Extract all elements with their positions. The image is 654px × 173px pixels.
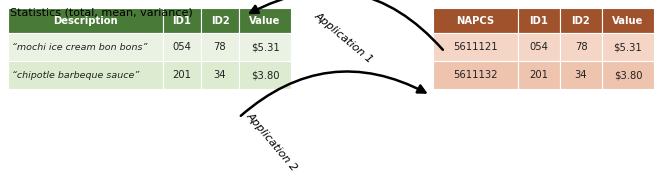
Text: Application 2: Application 2 <box>244 111 299 173</box>
Text: 78: 78 <box>575 42 587 52</box>
Text: ID2: ID2 <box>211 16 230 25</box>
Bar <box>201 8 239 33</box>
Text: 78: 78 <box>214 42 226 52</box>
Bar <box>201 33 239 61</box>
Bar <box>239 61 291 89</box>
Text: NAPCS: NAPCS <box>456 16 494 25</box>
Text: $3.80: $3.80 <box>250 70 279 80</box>
Bar <box>560 8 602 33</box>
Bar <box>433 61 518 89</box>
Text: Application 1: Application 1 <box>312 11 375 65</box>
Text: 054: 054 <box>530 42 549 52</box>
Bar <box>8 33 163 61</box>
Text: 34: 34 <box>575 70 587 80</box>
Text: 34: 34 <box>214 70 226 80</box>
Bar <box>433 33 518 61</box>
Bar <box>163 8 201 33</box>
Bar <box>518 8 560 33</box>
Text: $3.80: $3.80 <box>613 70 642 80</box>
Text: $5.31: $5.31 <box>613 42 642 52</box>
Bar <box>163 33 201 61</box>
Text: ID1: ID1 <box>173 16 192 25</box>
Bar <box>201 61 239 89</box>
Text: Statistics (total, mean, variance): Statistics (total, mean, variance) <box>10 7 193 17</box>
Text: 054: 054 <box>173 42 192 52</box>
Bar <box>163 61 201 89</box>
Bar <box>602 61 654 89</box>
Text: “mochi ice cream bon bons”: “mochi ice cream bon bons” <box>12 43 147 52</box>
Text: 201: 201 <box>173 70 192 80</box>
Bar <box>602 33 654 61</box>
Text: 5611121: 5611121 <box>453 42 498 52</box>
Text: Description: Description <box>53 16 118 25</box>
Bar <box>560 61 602 89</box>
Text: Value: Value <box>612 16 644 25</box>
Text: “chipotle barbeque sauce”: “chipotle barbeque sauce” <box>12 71 139 80</box>
Bar <box>433 8 518 33</box>
Text: 5611132: 5611132 <box>453 70 498 80</box>
Text: 201: 201 <box>530 70 549 80</box>
Bar <box>239 33 291 61</box>
Bar <box>602 8 654 33</box>
Bar <box>239 8 291 33</box>
Text: $5.31: $5.31 <box>250 42 279 52</box>
Text: ID2: ID2 <box>572 16 591 25</box>
Bar <box>518 33 560 61</box>
Text: ID1: ID1 <box>530 16 549 25</box>
Bar <box>8 8 163 33</box>
Bar <box>518 61 560 89</box>
Bar <box>560 33 602 61</box>
Text: Value: Value <box>249 16 281 25</box>
Bar <box>8 61 163 89</box>
